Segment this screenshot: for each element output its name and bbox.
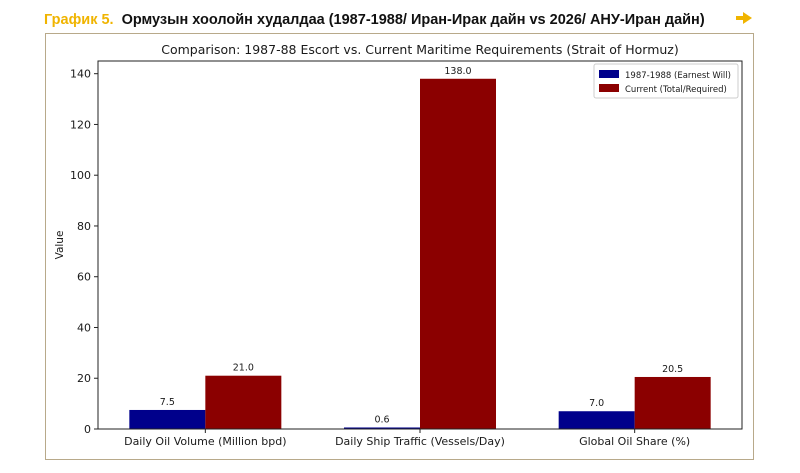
bar-current [205,375,282,429]
arrow-right-icon[interactable] [736,12,752,24]
data-label: 0.6 [374,414,389,425]
figure-label: График 5. [44,12,114,28]
data-label: 7.0 [589,398,604,409]
y-tick-label: 40 [77,321,91,334]
bar-earnest-will [344,427,420,429]
chart-frame [45,33,754,460]
y-tick-label: 140 [70,68,91,81]
y-tick-label: 80 [77,220,91,233]
legend-label: Current (Total/Required) [625,85,727,95]
legend-swatch [599,70,619,78]
y-tick-label: 20 [77,372,91,385]
legend-box [593,63,739,99]
y-axis-label: Value [54,231,66,260]
bar-current [420,78,496,430]
y-tick-label: 60 [77,271,91,284]
chart-title: Comparison: 1987-88 Escort vs. Current M… [161,42,678,57]
y-tick-label: 100 [70,169,91,182]
data-label: 7.5 [160,397,175,408]
y-tick-label: 120 [70,118,91,131]
legend-swatch [599,84,619,92]
x-tick-label: Daily Oil Volume (Million bpd) [124,435,286,448]
figure-header: График 5. Ормузын хоолойн худалдаа (1987… [44,9,764,31]
x-tick-label: Daily Ship Traffic (Vessels/Day) [335,435,505,448]
data-label: 138.0 [444,66,471,77]
bar-earnest-will [129,409,206,429]
bar-current [634,376,711,429]
plot-area-border [97,60,743,430]
y-tick-label: 0 [84,423,91,436]
bar-earnest-will [558,411,635,429]
figure-title: Ормузын хоолойн худалдаа (1987-1988/ Ира… [121,12,705,28]
data-label: 20.5 [662,364,683,375]
data-label: 21.0 [233,363,254,374]
legend-label: 1987-1988 (Earnest Will) [625,71,731,81]
x-tick-label: Global Oil Share (%) [579,435,690,448]
